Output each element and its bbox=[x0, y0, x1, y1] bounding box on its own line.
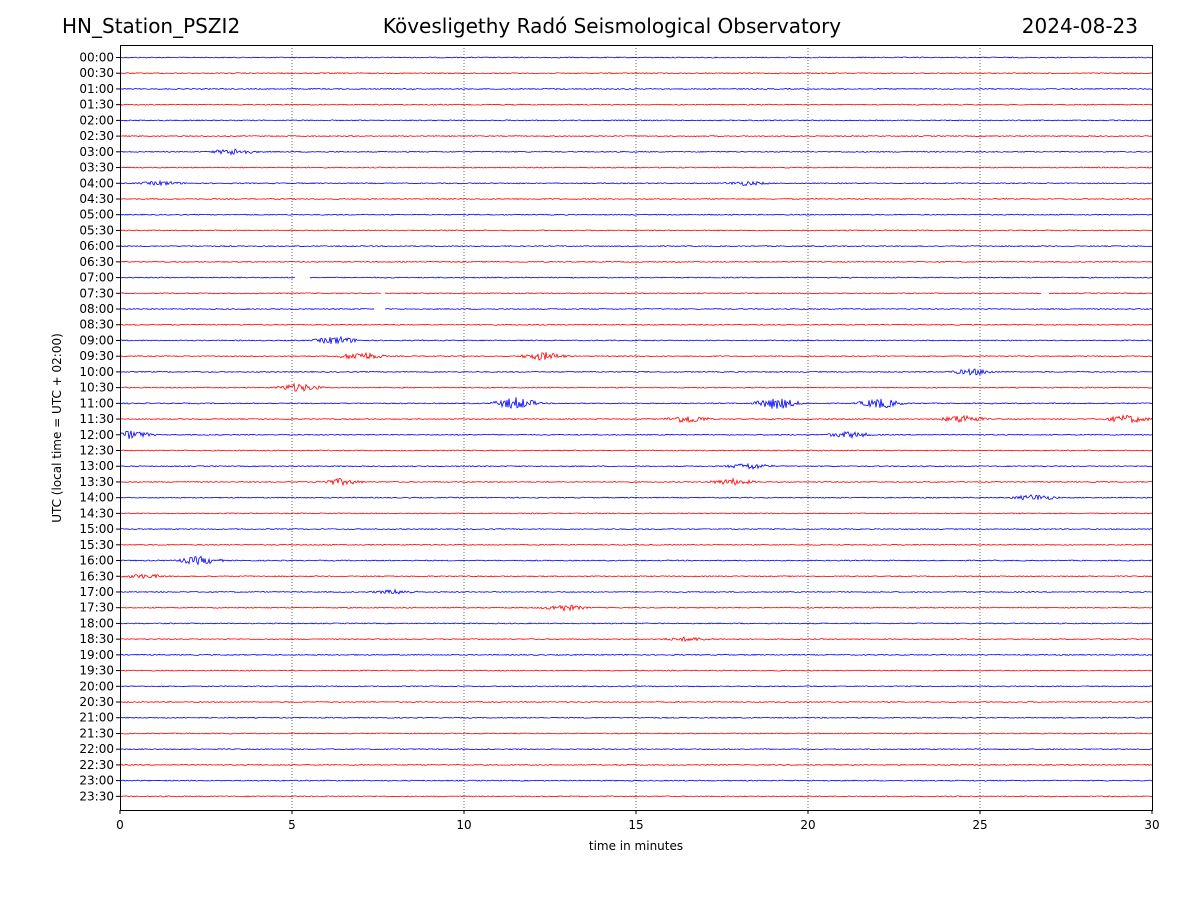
y-tick-label: 20:30 bbox=[79, 695, 114, 709]
y-tick-label: 22:30 bbox=[79, 758, 114, 772]
y-tick-label: 03:00 bbox=[79, 145, 114, 159]
y-tick-label: 07:00 bbox=[79, 271, 114, 285]
y-tick-label: 08:00 bbox=[79, 302, 114, 316]
x-tick-label: 15 bbox=[628, 818, 643, 832]
y-tick-label: 18:30 bbox=[79, 632, 114, 646]
y-tick-label: 17:30 bbox=[79, 601, 114, 615]
trace-2330 bbox=[119, 795, 1153, 798]
trace-0100 bbox=[119, 87, 1153, 90]
y-tick-label: 02:00 bbox=[79, 113, 114, 127]
trace-1800 bbox=[119, 622, 1153, 625]
y-axis-label: UTC (local time = UTC + 02:00) bbox=[50, 333, 64, 523]
y-tick-label: 03:30 bbox=[79, 161, 114, 175]
observatory-title: Kövesligethy Radó Seismological Observat… bbox=[382, 14, 842, 38]
y-tick-label: 15:30 bbox=[79, 538, 114, 552]
y-tick-label: 12:00 bbox=[79, 428, 114, 442]
trace-1730 bbox=[119, 604, 1153, 612]
trace-1600 bbox=[119, 555, 1153, 566]
y-tick-label: 19:00 bbox=[79, 648, 114, 662]
y-tick-label: 02:30 bbox=[79, 129, 114, 143]
x-tick-label: 30 bbox=[1144, 818, 1159, 832]
y-tick-label: 00:00 bbox=[79, 51, 114, 65]
x-tick-label: 5 bbox=[288, 818, 296, 832]
grid-layer bbox=[291, 45, 981, 810]
trace-0030 bbox=[119, 72, 1153, 75]
trace-0330 bbox=[119, 166, 1153, 169]
trace-0300 bbox=[119, 148, 1153, 156]
y-tick-label: 19:30 bbox=[79, 664, 114, 678]
x-tick-label: 10 bbox=[456, 818, 471, 832]
y-tick-label: 22:00 bbox=[79, 742, 114, 756]
trace-0930 bbox=[119, 351, 1153, 361]
trace-0500 bbox=[119, 213, 1153, 216]
x-tick-label: 20 bbox=[800, 818, 815, 832]
y-tick-label: 08:30 bbox=[79, 318, 114, 332]
trace-1400 bbox=[119, 494, 1153, 501]
y-tick-label: 16:00 bbox=[79, 554, 114, 568]
y-tick-label: 09:30 bbox=[79, 349, 114, 363]
y-tick-label: 06:30 bbox=[79, 255, 114, 269]
trace-1930 bbox=[119, 669, 1153, 672]
y-tick-label: 04:30 bbox=[79, 192, 114, 206]
y-tick-label: 07:30 bbox=[79, 286, 114, 300]
trace-2130 bbox=[119, 732, 1153, 735]
y-tick-label: 09:00 bbox=[79, 333, 114, 347]
trace-0700 bbox=[119, 276, 1153, 279]
y-tick-label: 13:30 bbox=[79, 475, 114, 489]
y-tick-label: 21:30 bbox=[79, 726, 114, 740]
y-tick-label: 20:00 bbox=[79, 679, 114, 693]
x-axis: 0 5 10 15 20 25 30 bbox=[116, 810, 1160, 832]
y-tick-label: 00:30 bbox=[79, 66, 114, 80]
trace-2200 bbox=[119, 748, 1153, 751]
trace-1700 bbox=[119, 588, 1153, 595]
trace-1200 bbox=[119, 430, 1153, 440]
trace-0530 bbox=[119, 229, 1153, 232]
trace-1530 bbox=[119, 543, 1153, 546]
y-tick-label: 15:00 bbox=[79, 522, 114, 536]
y-tick-label: 14:30 bbox=[79, 506, 114, 520]
trace-0730 bbox=[119, 292, 1153, 295]
y-tick-label: 11:30 bbox=[79, 412, 114, 426]
y-tick-label: 17:00 bbox=[79, 585, 114, 599]
trace-0800 bbox=[119, 308, 1153, 311]
y-tick-label: 23:00 bbox=[79, 774, 114, 788]
y-tick-label: 01:00 bbox=[79, 82, 114, 96]
y-tick-label: 05:30 bbox=[79, 223, 114, 237]
trace-0900 bbox=[119, 335, 1153, 345]
trace-2000 bbox=[119, 685, 1153, 688]
y-tick-label: 10:30 bbox=[79, 381, 114, 395]
plot-frame bbox=[120, 45, 1153, 811]
y-tick-label: 11:00 bbox=[79, 396, 114, 410]
y-tick-label: 06:00 bbox=[79, 239, 114, 253]
x-tick-label: 25 bbox=[972, 818, 987, 832]
y-tick-label: 01:30 bbox=[79, 98, 114, 112]
y-tick-label: 04:00 bbox=[79, 176, 114, 190]
y-tick-label: 10:00 bbox=[79, 365, 114, 379]
trace-1330 bbox=[119, 477, 1153, 487]
y-tick-label: 21:00 bbox=[79, 711, 114, 725]
y-tick-label: 13:00 bbox=[79, 459, 114, 473]
record-date: 2024-08-23 bbox=[1021, 14, 1138, 38]
y-tick-label: 05:00 bbox=[79, 208, 114, 222]
y-tick-label: 23:30 bbox=[79, 789, 114, 803]
y-tick-label: 16:30 bbox=[79, 569, 114, 583]
y-tick-label: 14:00 bbox=[79, 491, 114, 505]
x-tick-label: 0 bbox=[116, 818, 124, 832]
station-name: HN_Station_PSZI2 bbox=[62, 14, 241, 38]
y-tick-label: 12:30 bbox=[79, 444, 114, 458]
trace-1130 bbox=[119, 413, 1153, 424]
trace-1830 bbox=[119, 636, 1153, 643]
x-axis-label: time in minutes bbox=[589, 839, 683, 853]
y-tick-label: 18:00 bbox=[79, 616, 114, 630]
